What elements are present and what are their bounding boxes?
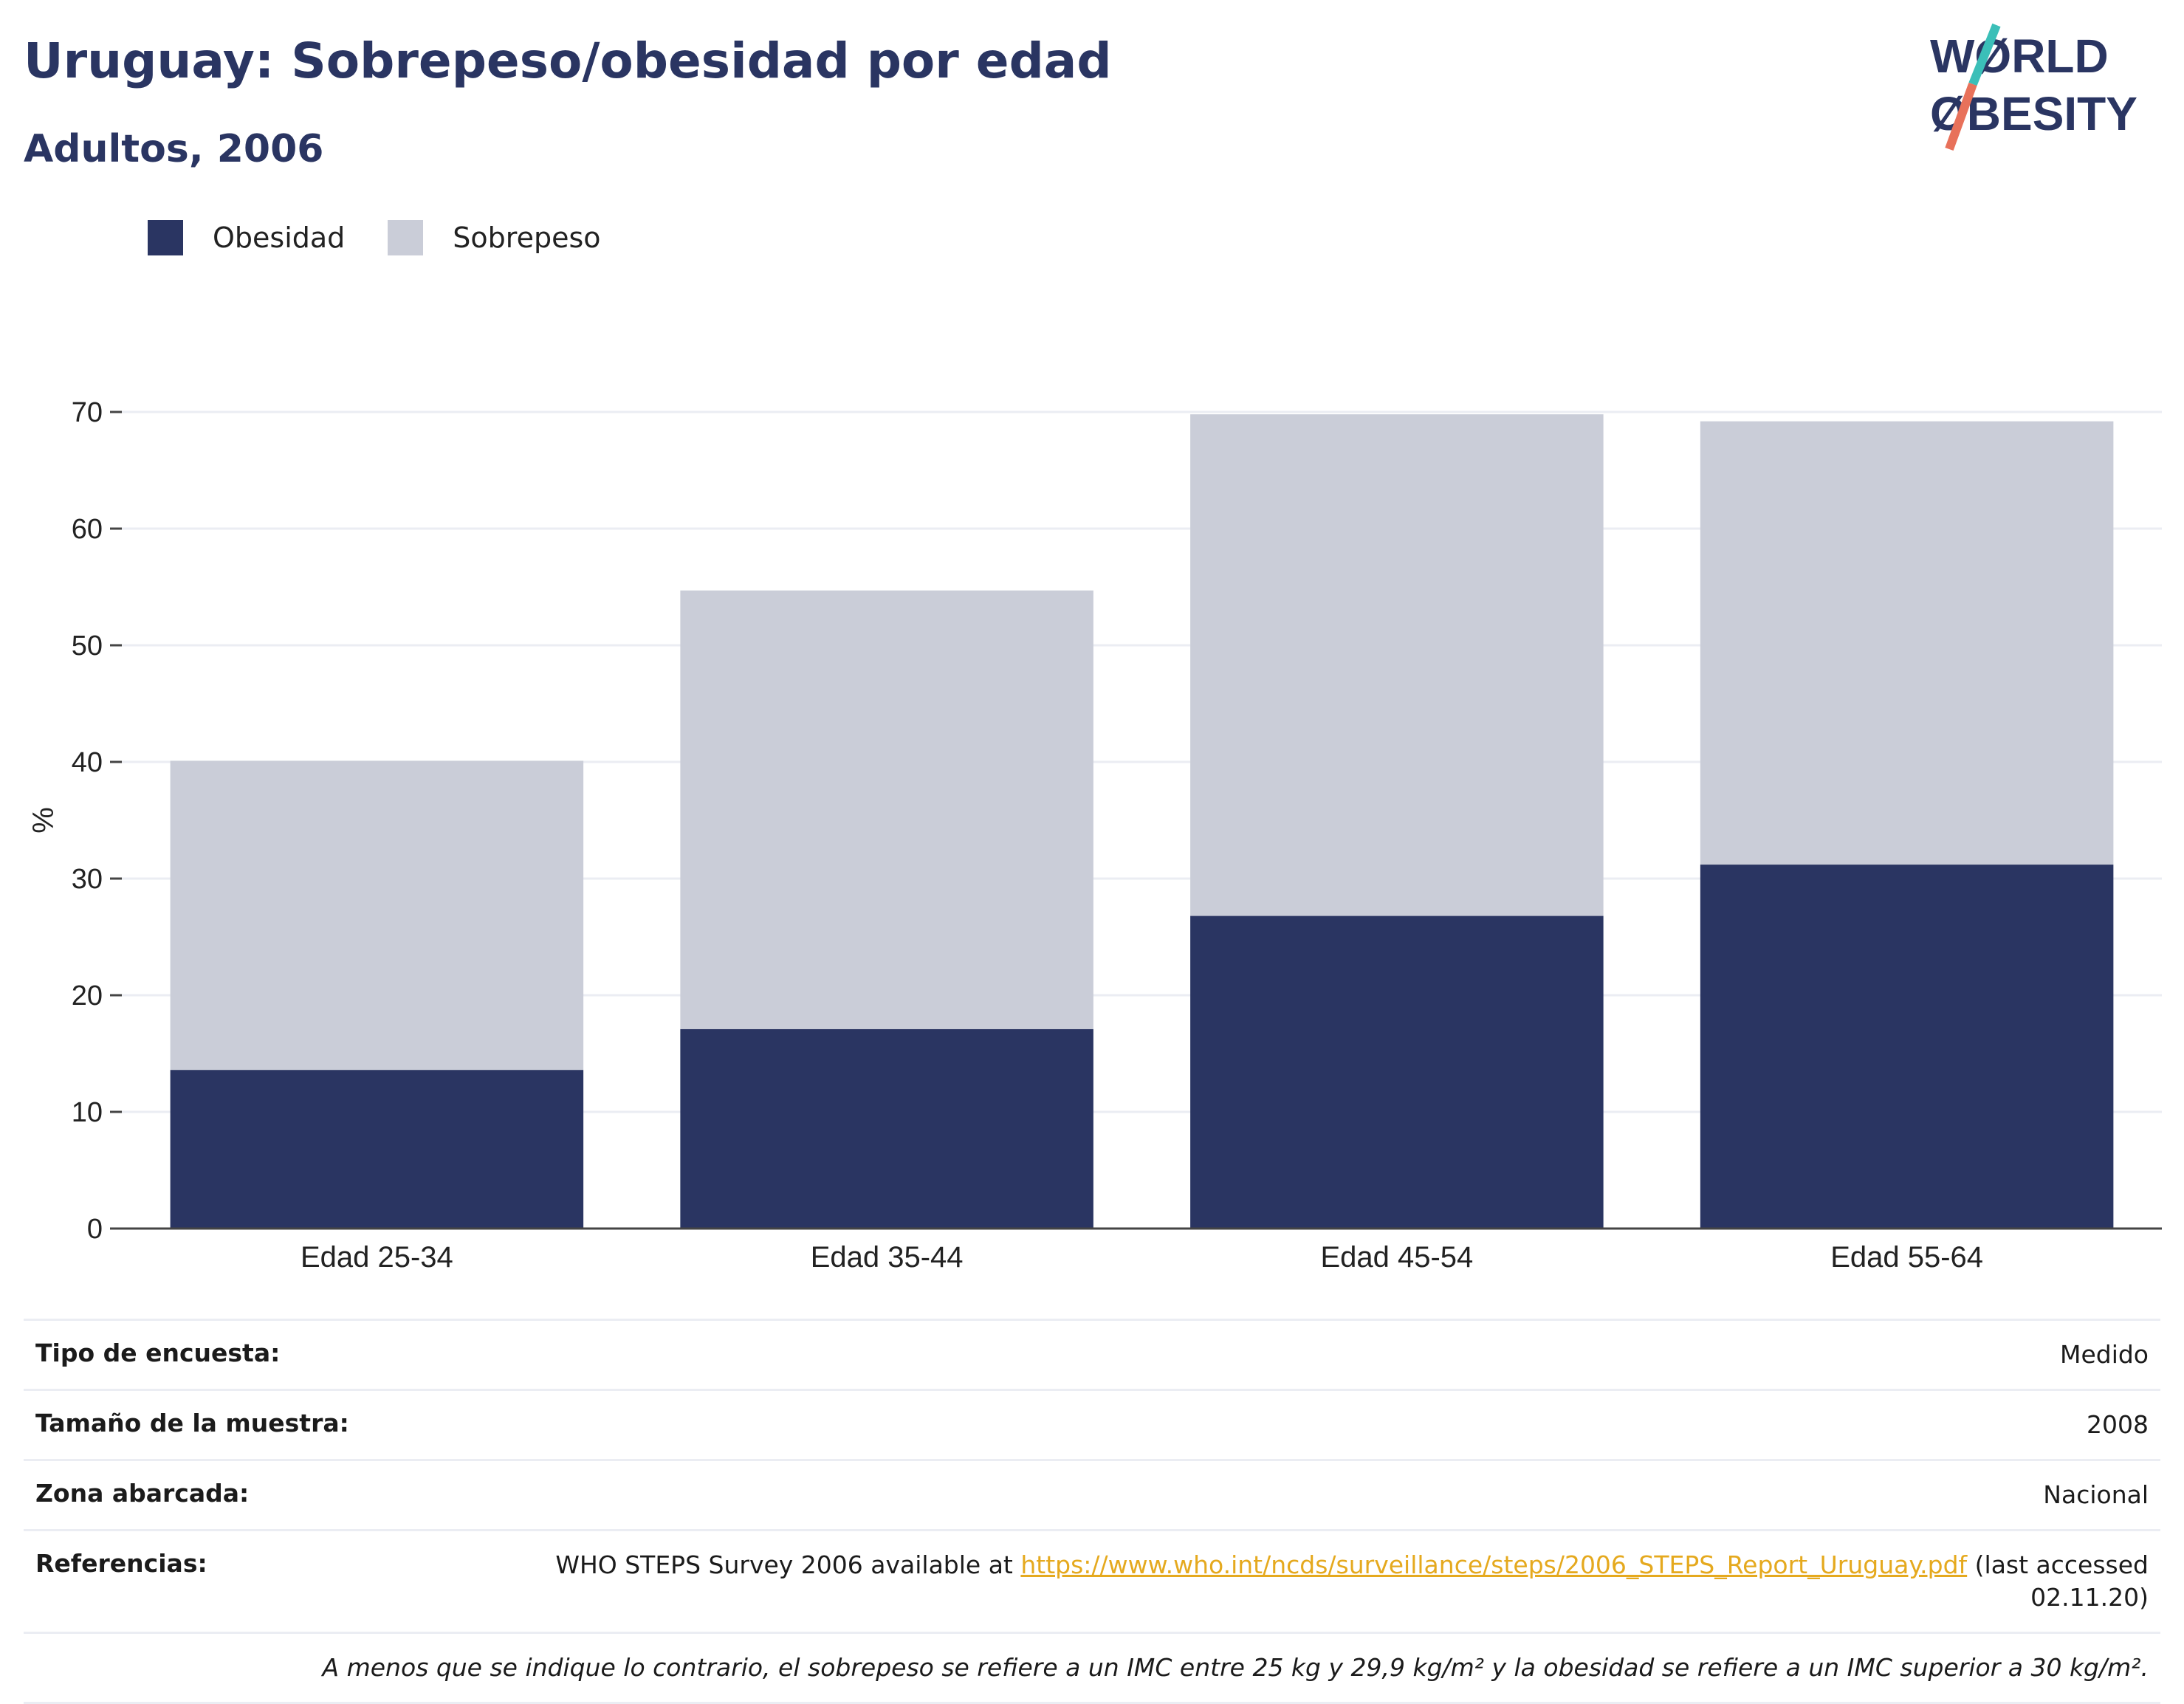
survey-type-value: Medido [490, 1319, 2160, 1390]
references-suffix: (last accessed 02.11.20) [1967, 1550, 2149, 1612]
bar-obesity-2 [680, 1028, 1093, 1229]
world-obesity-logo: WØRLD ØBESITY [1930, 23, 2137, 151]
y-tick-label: 0 [87, 1214, 103, 1245]
bar-overweight-4 [1700, 421, 2114, 865]
legend-label-obesity: Obesidad [213, 221, 346, 254]
info-row-area: Zona abarcada: Nacional [24, 1459, 2160, 1530]
y-axis-label: % [27, 807, 60, 834]
x-tick-label: Edad 55-64 [1830, 1241, 1983, 1274]
references-link[interactable]: https://www.who.int/ncds/surveillance/st… [1020, 1550, 1968, 1579]
x-tick-label: Edad 45-54 [1320, 1241, 1473, 1274]
bar-obesity-4 [1700, 865, 2114, 1229]
legend-label-overweight: Sobrepeso [453, 221, 601, 254]
info-row-sample-size: Tamaño de la muestra: 2008 [24, 1389, 2160, 1460]
y-tick-label: 60 [72, 514, 103, 545]
bar-overweight-3 [1190, 414, 1604, 916]
sample-size-label: Tamaño de la muestra: [24, 1389, 490, 1460]
chart-subtitle: Adultos, 2006 [24, 127, 324, 171]
y-tick-label: 20 [72, 980, 103, 1011]
bar-overweight-2 [680, 590, 1093, 1029]
definition-note: A menos que se indique lo contrario, el … [24, 1632, 2160, 1704]
logo-slash-top [1968, 23, 2001, 86]
chart-legend: Obesidad Sobrepeso [148, 220, 644, 255]
bar-overweight-1 [170, 760, 584, 1071]
y-tick-label: 30 [72, 864, 103, 895]
area-value: Nacional [490, 1459, 2160, 1530]
x-tick-label: Edad 25-34 [301, 1241, 453, 1274]
bar-obesity-3 [1190, 915, 1604, 1229]
survey-info-table: Tipo de encuesta: Medido Tamaño de la mu… [24, 1319, 2160, 1704]
logo-slash-bottom [1945, 82, 1977, 151]
x-tick-label: Edad 35-44 [811, 1241, 964, 1274]
y-tick-label: 10 [72, 1097, 103, 1128]
survey-type-label: Tipo de encuesta: [24, 1319, 490, 1390]
y-tick-label: 70 [72, 397, 103, 428]
legend-swatch-overweight [388, 220, 424, 255]
info-row-survey-type: Tipo de encuesta: Medido [24, 1319, 2160, 1390]
references-prefix: WHO STEPS Survey 2006 available at [555, 1550, 1021, 1579]
legend-swatch-obesity [148, 220, 183, 255]
area-label: Zona abarcada: [24, 1459, 490, 1530]
chart-title: Uruguay: Sobrepeso/obesidad por edad [24, 32, 1112, 89]
y-tick-label: 40 [72, 747, 103, 778]
legend-item-obesity: Obesidad [148, 220, 345, 255]
references-label: Referencias: [24, 1529, 490, 1633]
y-tick-label: 50 [72, 631, 103, 662]
sample-size-value: 2008 [490, 1389, 2160, 1460]
info-row-references: Referencias: WHO STEPS Survey 2006 avail… [24, 1529, 2160, 1633]
legend-item-overweight: Sobrepeso [388, 220, 601, 255]
info-row-note: A menos que se indique lo contrario, el … [24, 1632, 2160, 1704]
bar-obesity-1 [170, 1070, 584, 1229]
references-value: WHO STEPS Survey 2006 available at https… [490, 1529, 2160, 1633]
bar-chart: 0 10 20 30 40 50 60 70% Edad 25-34 Edad 35-44 Edad… [27, 397, 2162, 1274]
logo-line-1: WØRLD [1930, 30, 2109, 83]
